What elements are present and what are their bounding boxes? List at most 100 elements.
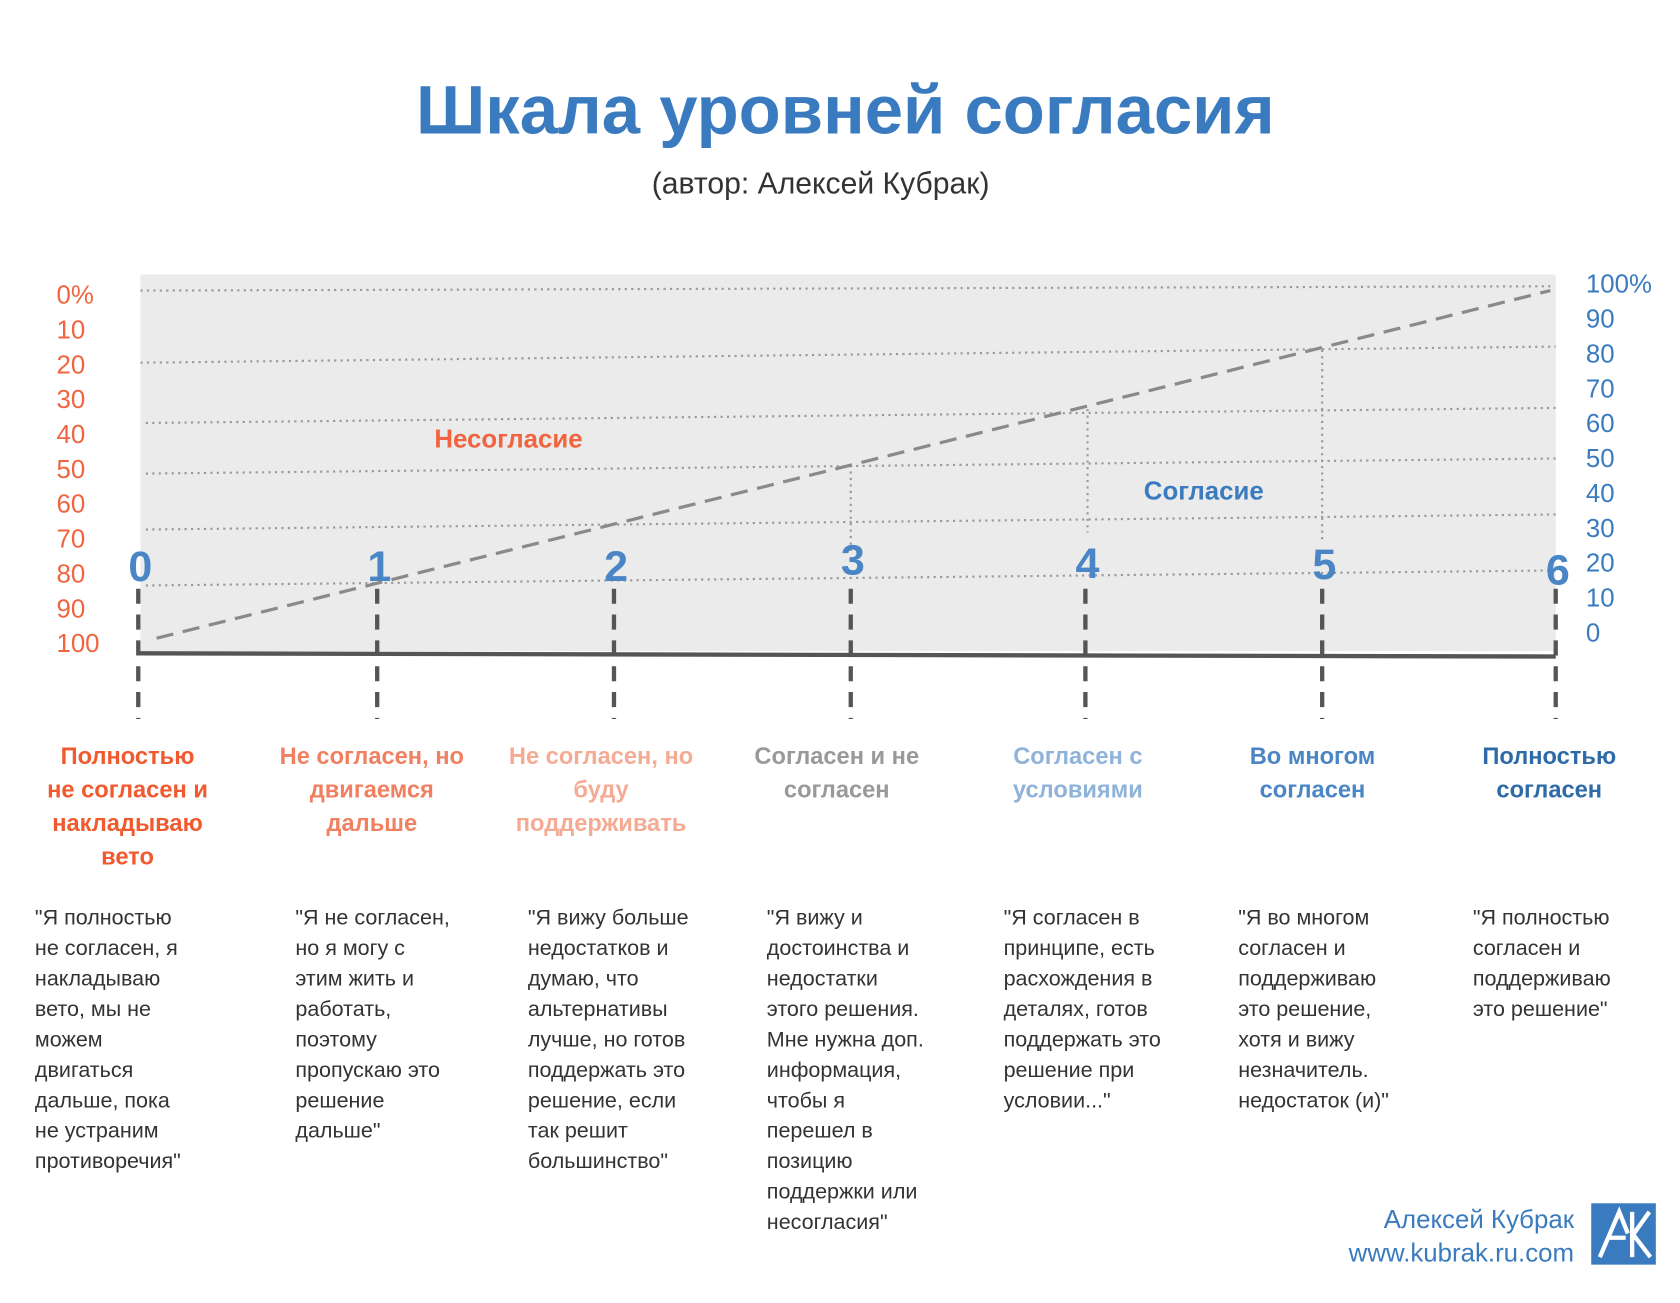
- level-quote: хотя и вижу: [1238, 1027, 1355, 1051]
- level-quote: "Я не согласен,: [295, 906, 449, 930]
- grid-line: [140, 285, 1551, 292]
- level-quote: "Я во многом: [1238, 906, 1369, 930]
- level-quote: альтернативы: [528, 997, 668, 1021]
- left-axis-label: 90: [56, 595, 85, 623]
- level-quote: информация,: [767, 1058, 901, 1082]
- level-number: 0: [128, 543, 152, 591]
- level-label: согласен: [784, 778, 890, 804]
- level-quote: деталях, готов: [1004, 997, 1148, 1021]
- logo-mark: [1597, 1206, 1653, 1259]
- level-label: Согласен и не: [754, 744, 919, 770]
- left-axis-label: 80: [56, 560, 85, 588]
- level-quote: этим жить и: [295, 966, 414, 990]
- level-quote: несогласия": [767, 1210, 888, 1234]
- level-label: согласен: [1496, 778, 1602, 804]
- level-quote: поддержать это: [528, 1058, 685, 1082]
- level-quote: недостатки: [767, 966, 878, 990]
- level-quote: не согласен, я: [35, 936, 178, 960]
- level-label: не согласен и: [47, 778, 208, 804]
- right-axis-label: 40: [1586, 480, 1615, 508]
- grid-line: [145, 513, 1556, 531]
- diagonal: [156, 289, 1551, 640]
- level-quote: вето, мы не: [35, 997, 151, 1021]
- level-label: двигаемся: [310, 778, 434, 804]
- subtitle: (автор: Алексей Кубрак): [652, 168, 990, 201]
- level-quote: противоречия": [35, 1149, 181, 1173]
- level-quote: недостаток (и)": [1238, 1088, 1389, 1112]
- level-quote: так решит: [528, 1119, 628, 1143]
- level-label: вето: [101, 844, 154, 870]
- level-quote: решение, если: [528, 1088, 676, 1112]
- author: Алексей Кубрак: [1384, 1206, 1575, 1234]
- url: www.kubrak.ru.com: [1348, 1239, 1574, 1267]
- level-number: 2: [604, 543, 628, 591]
- level-quote: недостатков и: [528, 936, 669, 960]
- left-axis-label: 30: [56, 386, 85, 414]
- grid-line: [145, 406, 1556, 425]
- level-label: Полностью: [61, 744, 195, 770]
- level-quote: условии...": [1004, 1088, 1111, 1112]
- level-number: 1: [367, 543, 391, 591]
- level-quote: согласен и: [1238, 936, 1345, 960]
- level-number: 6: [1546, 546, 1570, 594]
- level-number: 5: [1312, 541, 1336, 589]
- level-quote: позицию: [767, 1149, 853, 1173]
- level-quote: согласен и: [1473, 936, 1580, 960]
- level-quote: лучше, но готов: [528, 1027, 685, 1051]
- level-quote: перешел в: [767, 1119, 873, 1143]
- level-label: Полностью: [1482, 744, 1616, 770]
- level-quote: не устраним: [35, 1119, 159, 1143]
- level-quote: "Я полностью: [1473, 906, 1610, 930]
- level-quote: незначитель.: [1238, 1058, 1368, 1082]
- level-quote: поддерживаю: [1238, 966, 1376, 990]
- grid-line: [145, 569, 1556, 587]
- level-label: Не согласен, но: [280, 744, 464, 770]
- right-axis-label: 50: [1586, 445, 1615, 473]
- right-axis-label: 0: [1586, 619, 1600, 647]
- level-quote: чтобы я: [767, 1088, 845, 1112]
- right-axis-label: 60: [1586, 410, 1615, 438]
- right-axis-label: 30: [1586, 515, 1615, 543]
- level-quote: большинство": [528, 1149, 668, 1173]
- level-quote: это решение": [1473, 997, 1608, 1021]
- right-axis-label: 10: [1586, 585, 1615, 613]
- level-label: дальше: [327, 811, 418, 837]
- level-quote: но я могу с: [295, 936, 405, 960]
- left-axis-label: 50: [56, 456, 85, 484]
- level-quote: пропускаю это: [295, 1058, 440, 1082]
- level-quote: этого решения.: [767, 997, 919, 1021]
- level-quote: решение при: [1004, 1058, 1135, 1082]
- level-quote: решение: [295, 1088, 384, 1112]
- level-quote: двигаться: [35, 1058, 133, 1082]
- logo: [1591, 1203, 1656, 1265]
- level-label: условиями: [1013, 778, 1143, 804]
- level-label: Согласен с: [1013, 744, 1142, 770]
- left-axis-label: 10: [56, 316, 85, 344]
- level-number: 3: [841, 537, 865, 585]
- level-quote: поддержки или: [767, 1180, 918, 1204]
- left-axis-label: 70: [56, 526, 85, 554]
- level-quote: поэтому: [295, 1027, 377, 1051]
- left-axis-label: 40: [56, 421, 85, 449]
- left-axis-label: 0%: [56, 282, 93, 310]
- level-quote: "Я вижу и: [767, 906, 863, 930]
- right-axis-label: 80: [1586, 340, 1615, 368]
- left-axis-label: 100: [56, 630, 99, 658]
- right-axis-label: 20: [1586, 550, 1615, 578]
- level-label: накладываю: [52, 811, 203, 837]
- level-quote: "Я полностью: [35, 906, 172, 930]
- right-axis-label: 100%: [1586, 271, 1652, 299]
- left-axis-label: 20: [56, 351, 85, 379]
- level-quote: поддержать это: [1004, 1027, 1161, 1051]
- level-quote: расхождения в: [1004, 966, 1153, 990]
- region-label: Согласие: [1144, 477, 1264, 505]
- level-label: согласен: [1260, 778, 1366, 804]
- level-quote: Мне нужна доп.: [767, 1027, 924, 1051]
- level-label: поддерживать: [516, 811, 687, 837]
- level-quote: это решение,: [1238, 997, 1371, 1021]
- title: Шкала уровней согласия: [416, 71, 1275, 148]
- right-axis-label: 70: [1586, 375, 1615, 403]
- level-quote: думаю, что: [528, 966, 639, 990]
